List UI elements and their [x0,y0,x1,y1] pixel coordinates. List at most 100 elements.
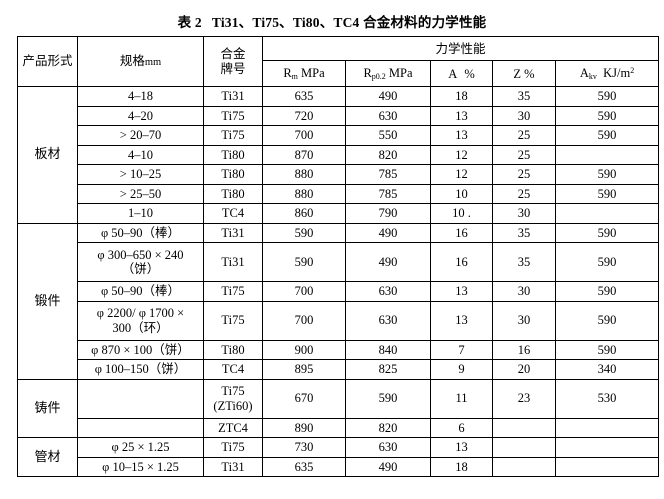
cell-elongation: 12 [430,144,493,165]
cell-alloy: Ti80 [203,164,263,185]
cell-reduction: 25 [492,125,556,146]
cell-reduction: 20 [492,359,556,380]
group-label-0: 板材 [17,86,78,224]
cell-reduction: 30 [492,203,556,224]
cell-elongation: 6 [430,417,493,438]
cell-spec: 4–10 [77,144,204,165]
cell-alloy: TC4 [203,359,263,380]
cell-spec: > 25–50 [77,183,204,204]
cell-impact: 590 [554,164,660,185]
cell-reduction: 16 [492,339,556,360]
cell-spec: > 20–70 [77,125,204,146]
header-rp-symbol: R [363,66,372,81]
cell-spec: φ 2200/ φ 1700 × 300（环） [77,300,204,341]
cell-impact [554,437,660,458]
cell-alloy: Ti80 [203,183,263,204]
cell-reduction [492,417,556,438]
cell-spec [77,417,204,438]
cell-spec: φ 870 × 100（饼） [77,339,204,360]
cell-rp02: 840 [345,339,431,360]
table-row: φ 100–150（饼） TC4 895 825 9 20 340 [18,359,660,380]
cell-rm: 700 [262,125,346,146]
cell-impact: 590 [554,339,660,360]
cell-spec: 4–18 [77,86,204,107]
mechanical-properties-table: 产品形式 规格mm 合金 牌号 力学性能 Rm MPa Rp0.2 MPa A %… [17,35,660,477]
cell-elongation: 13 [430,437,493,458]
cell-spec: φ 50–90（棒） [77,281,204,302]
cell-rm: 590 [262,242,346,282]
cell-impact: 590 [554,242,660,282]
cell-impact: 530 [554,378,660,419]
table-row: 铸件 Ti75 (ZTi60) 670 590 11 23 530 [17,378,660,438]
cell-elongation: 13 [430,281,493,302]
header-akv-symbol: A [579,66,589,81]
header-row-top: 产品形式 规格mm 合金 牌号 力学性能 [17,35,660,87]
cell-reduction: 35 [492,222,556,243]
cell-elongation: 13 [430,125,493,146]
table-row: > 25–50 Ti80 880 785 10 25 590 [18,183,660,204]
table-row: φ 300–650 × 240 （饼） Ti31 590 490 16 35 590 [18,242,660,282]
cell-reduction: 35 [492,242,556,282]
cell-spec: φ 25 × 1.25 [77,437,204,458]
header-akv-subscript: kv [588,72,597,82]
cell-rm: 900 [262,339,346,360]
header-elongation: A % [430,60,493,87]
cell-rp02: 490 [345,242,431,282]
cell-alloy: Ti75 [203,125,263,146]
cell-rp02: 490 [345,222,431,243]
table-row: 4–10 Ti80 870 820 12 25 [18,144,660,165]
cell-elongation: 9 [430,359,493,380]
cell-elongation: 10 [430,183,493,204]
cell-alloy: Ti80 [203,339,263,360]
table-row: φ 50–90（棒） Ti75 700 630 13 30 590 [18,281,660,302]
cell-rp02: 590 [345,378,431,419]
table-number: 表 2 [177,15,202,30]
cell-rp02: 785 [345,164,431,185]
cell-rp02: 490 [345,456,431,477]
header-rp-unit: MPa [388,66,413,81]
cell-reduction [492,456,556,477]
group-label-3: 管材 [17,437,78,477]
table-row: > 20–70 Ti75 700 550 13 25 590 [18,125,660,146]
cell-reduction: 23 [492,378,556,419]
cell-spec: 1–10 [77,203,204,224]
cell-elongation: 16 [430,222,493,243]
cell-reduction: 30 [492,281,556,302]
cell-rm: 880 [262,183,346,204]
cell-rm: 700 [262,300,346,341]
cell-rm: 670 [262,378,346,419]
header-row-sub: Rm MPa Rp0.2 MPa A % Z % Akv KJ/m2 [18,60,660,87]
cell-spec: 4–20 [77,105,204,126]
header-rm-subscript: m [291,72,298,82]
table-row: 1–10 TC4 860 790 10 . 30 [18,203,660,224]
group-label-2: 铸件 [17,378,78,438]
cell-impact: 590 [554,183,660,204]
header-rp02: Rp0.2 MPa [345,60,431,87]
cell-rm: 890 [262,417,346,438]
cell-alloy: Ti80 [203,144,263,165]
group-label-1: 锻件 [17,222,78,380]
cell-rp02: 820 [345,417,431,438]
cell-rm: 895 [262,359,346,380]
cell-rp02: 550 [345,125,431,146]
cell-elongation: 12 [430,164,493,185]
cell-alloy: Ti75 (ZTi60) [203,378,263,419]
cell-reduction: 30 [492,105,556,126]
table-title: Ti31、Ti75、Ti80、TC4 合金材料的力学性能 [211,15,487,30]
header-rm-symbol: R [283,66,292,81]
table-row: > 10–25 Ti80 880 785 12 25 590 [18,164,660,185]
cell-rm: 635 [262,456,346,477]
table-row: ZTC4 890 820 6 [18,417,660,438]
cell-rm: 860 [262,203,346,224]
header-rp-subscript: p0.2 [371,72,386,82]
cell-impact: 590 [554,105,660,126]
cell-rm: 700 [262,281,346,302]
cell-rp02: 630 [345,437,431,458]
cell-impact [554,203,660,224]
cell-rp02: 490 [345,86,431,107]
header-spec-unit: mm [144,56,162,68]
cell-reduction: 30 [492,300,556,341]
cell-impact [554,417,660,438]
cell-rm: 870 [262,144,346,165]
